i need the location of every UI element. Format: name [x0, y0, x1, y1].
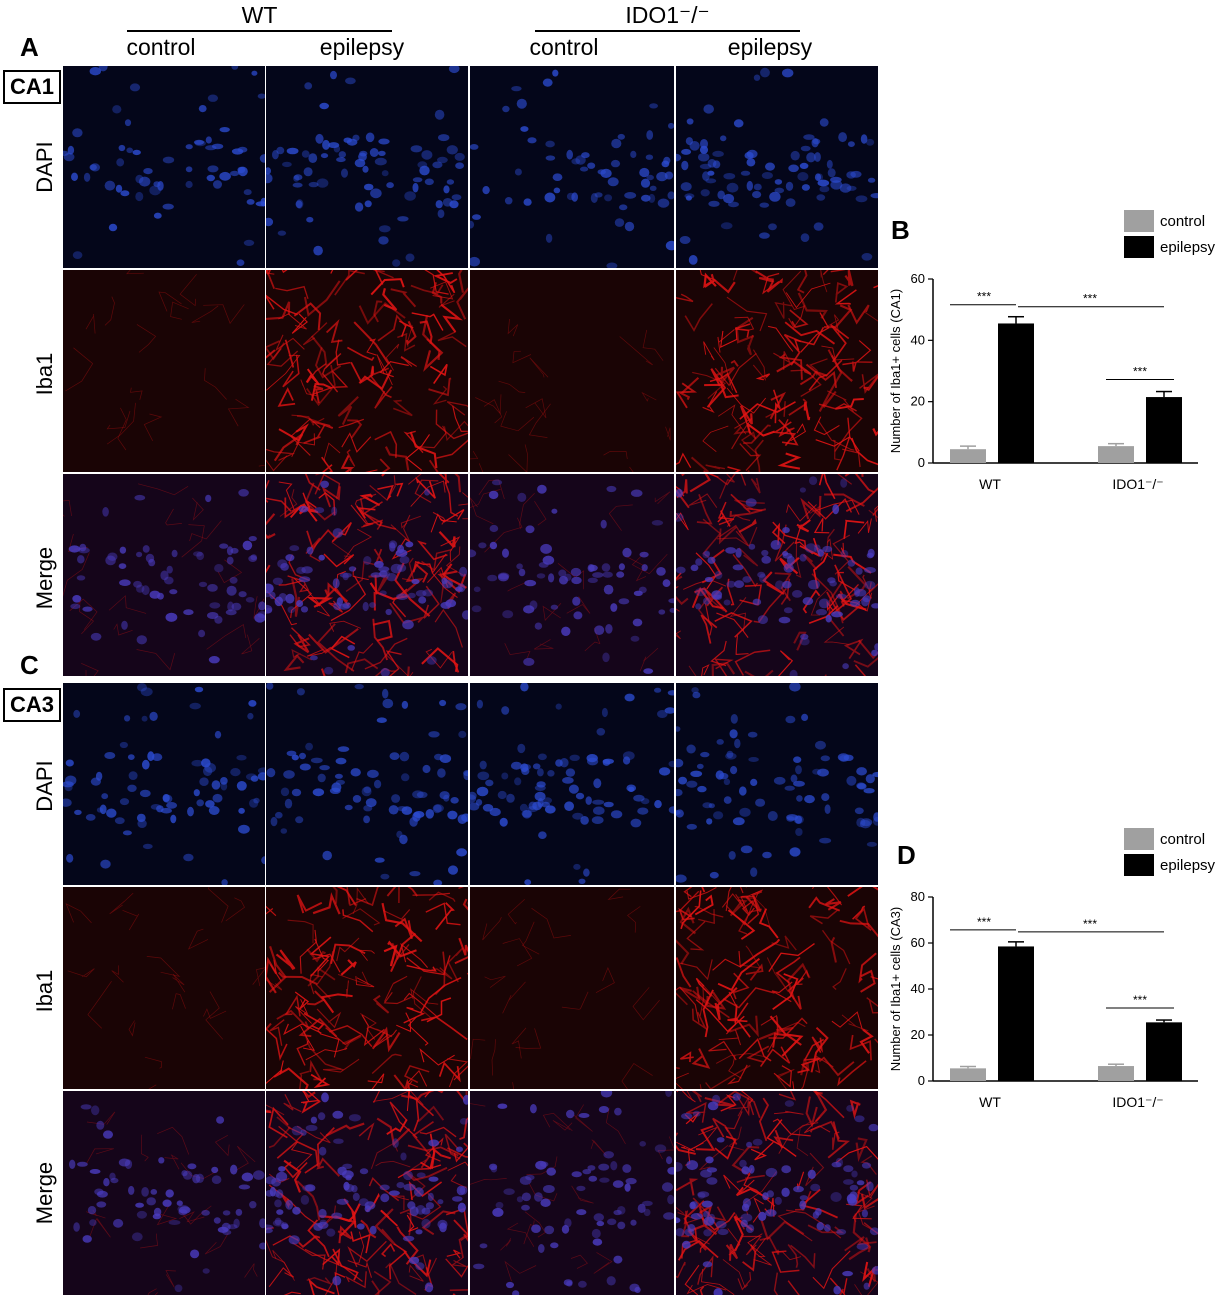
micrograph-dapi	[676, 683, 878, 885]
micrograph-merge	[470, 474, 674, 676]
legend-swatch	[1124, 236, 1154, 258]
micrograph-iba1	[63, 887, 265, 1089]
micrograph-dapi	[266, 66, 468, 268]
bar-epilepsy	[1146, 397, 1182, 463]
row-label-merge: Merge	[32, 1161, 57, 1225]
significance-label: ***	[1083, 292, 1097, 306]
micrograph-iba1	[676, 887, 878, 1089]
x-tick-label: WT	[979, 476, 1001, 492]
micrograph-merge	[266, 474, 468, 676]
y-tick-label: 40	[911, 332, 925, 347]
bar-epilepsy	[998, 946, 1034, 1081]
region-label-ca3: CA3	[3, 688, 61, 722]
bar-control	[1098, 1066, 1134, 1081]
micrograph-dapi	[470, 66, 674, 268]
panel-label-a: A	[20, 32, 39, 62]
micrograph-merge	[63, 1091, 265, 1295]
micrograph-dapi	[63, 66, 265, 268]
micrograph-merge	[266, 1091, 468, 1295]
legend-label: control	[1160, 831, 1205, 848]
group-header-wt: WT	[241, 2, 278, 28]
legend-label: control	[1160, 213, 1205, 230]
micrograph-merge	[63, 474, 265, 676]
group-header-ido1: IDO1⁻/⁻	[625, 2, 710, 28]
group-line-ido1	[535, 30, 800, 32]
x-tick-label: IDO1⁻/⁻	[1112, 1094, 1163, 1110]
row-label-iba1: Iba1	[32, 969, 57, 1013]
micrograph-dapi	[470, 683, 674, 885]
legend-label: epilepsy	[1160, 857, 1216, 874]
y-axis-label: Number of Iba1+ cells (CA1)	[888, 289, 903, 453]
region-label-ca1: CA1	[3, 70, 61, 104]
micrograph-dapi	[676, 66, 878, 268]
group-line-wt	[127, 30, 392, 32]
panel-label-d: D	[897, 840, 916, 870]
column-header: epilepsy	[319, 34, 405, 60]
micrograph-iba1	[266, 270, 468, 472]
x-tick-label: IDO1⁻/⁻	[1112, 476, 1163, 492]
y-tick-label: 0	[918, 455, 925, 470]
row-label-dapi: DAPI	[32, 760, 57, 812]
y-tick-label: 60	[911, 935, 925, 950]
bar-control	[950, 449, 986, 463]
bar-epilepsy	[1146, 1022, 1182, 1081]
y-tick-label: 20	[911, 1027, 925, 1042]
legend-swatch	[1124, 828, 1154, 850]
y-tick-label: 60	[911, 271, 925, 286]
legend-swatch	[1124, 854, 1154, 876]
micrograph-dapi	[266, 683, 468, 885]
legend-label: epilepsy	[1160, 239, 1216, 256]
panel-label-c: C	[20, 650, 39, 680]
micrograph-iba1	[63, 270, 265, 472]
significance-label: ***	[977, 290, 991, 304]
significance-label: ***	[977, 915, 991, 929]
row-label-iba1: Iba1	[32, 352, 57, 396]
row-label-merge: Merge	[32, 546, 57, 610]
chart-b-ca1-bar-chart: 0 20 40 60 Number of Iba1+ cells (CA1) WT IDO1…	[888, 210, 1216, 492]
legend-swatch	[1124, 210, 1154, 232]
row-label-dapi: DAPI	[32, 141, 57, 193]
y-axis-label: Number of Iba1+ cells (CA3)	[888, 907, 903, 1071]
panel-label-b: B	[891, 215, 910, 245]
significance-label: ***	[1133, 993, 1147, 1007]
micrograph-merge	[470, 1091, 674, 1295]
micrograph-iba1	[676, 270, 878, 472]
micrograph-merge	[676, 1091, 878, 1295]
micrograph-iba1	[470, 887, 674, 1089]
column-header: epilepsy	[727, 34, 813, 60]
column-header: control	[529, 34, 599, 60]
x-tick-label: WT	[979, 1094, 1001, 1110]
bar-control	[1098, 446, 1134, 463]
significance-label: ***	[1133, 365, 1147, 379]
y-tick-label: 80	[911, 889, 925, 904]
micrograph-dapi	[63, 683, 265, 885]
micrograph-iba1	[470, 270, 674, 472]
chart-d-ca3-bar-chart: 0 20 40 60 80 Number of Iba1+ cells (CA3) WT ID…	[888, 828, 1216, 1110]
bar-control	[950, 1068, 986, 1081]
column-header: control	[126, 34, 196, 60]
micrograph-iba1	[266, 887, 468, 1089]
y-tick-label: 0	[918, 1073, 925, 1088]
y-tick-label: 20	[911, 394, 925, 409]
y-tick-label: 40	[911, 981, 925, 996]
significance-label: ***	[1083, 917, 1097, 931]
bar-epilepsy	[998, 323, 1034, 463]
micrograph-merge	[676, 474, 878, 676]
